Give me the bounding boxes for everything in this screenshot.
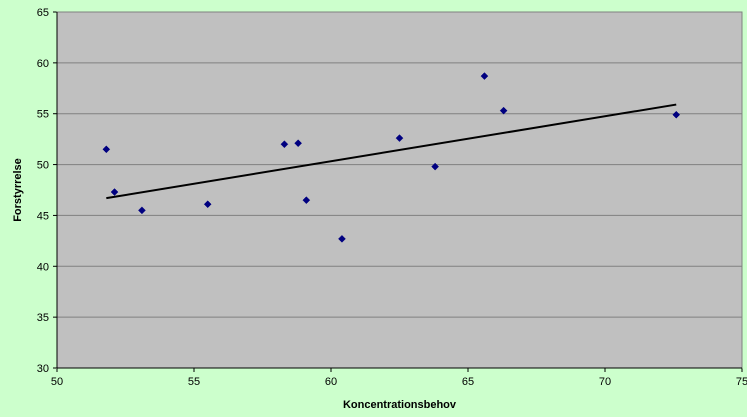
x-tick-label-60: 60 [325, 376, 337, 388]
y-tick-label-40: 40 [37, 261, 49, 273]
data-point-1 [102, 145, 111, 154]
data-point-13 [672, 110, 681, 119]
plot-area [57, 12, 742, 368]
data-point-3 [138, 206, 146, 215]
x-tick-label-75: 75 [736, 376, 747, 388]
data-point-10 [431, 162, 439, 171]
data-point-9 [395, 134, 404, 142]
x-tick-label-65: 65 [462, 376, 474, 388]
y-tick-label-45: 45 [37, 210, 49, 222]
y-tick-label-65: 65 [37, 7, 49, 19]
x-tick-label-70: 70 [599, 376, 611, 388]
data-point-12 [499, 106, 508, 115]
y-tick-label-30: 30 [37, 363, 49, 375]
x-tick-label-55: 55 [188, 376, 200, 388]
y-tick-label-60: 60 [37, 58, 49, 70]
y-tick-label-55: 55 [37, 109, 49, 121]
y-axis-title: Forstyrrelse [12, 158, 24, 222]
data-points [102, 72, 681, 243]
data-point-6 [294, 139, 302, 148]
x-tick-label-50: 50 [51, 376, 63, 388]
data-point-11 [480, 72, 489, 80]
data-point-8 [338, 234, 346, 243]
trendline [106, 103, 677, 200]
data-point-7 [302, 196, 311, 205]
tick-labels: 30 35 40 45 50 55 60 65 50 55 60 65 70 75 [37, 7, 747, 388]
x-axis-title: Koncentrationsbehov [343, 399, 457, 411]
axes [53, 11, 743, 372]
y-tick-label-50: 50 [37, 160, 49, 172]
data-point-2 [110, 188, 119, 196]
data-point-5 [280, 140, 289, 149]
data-point-4 [203, 200, 212, 209]
y-tick-label-35: 35 [37, 312, 49, 324]
